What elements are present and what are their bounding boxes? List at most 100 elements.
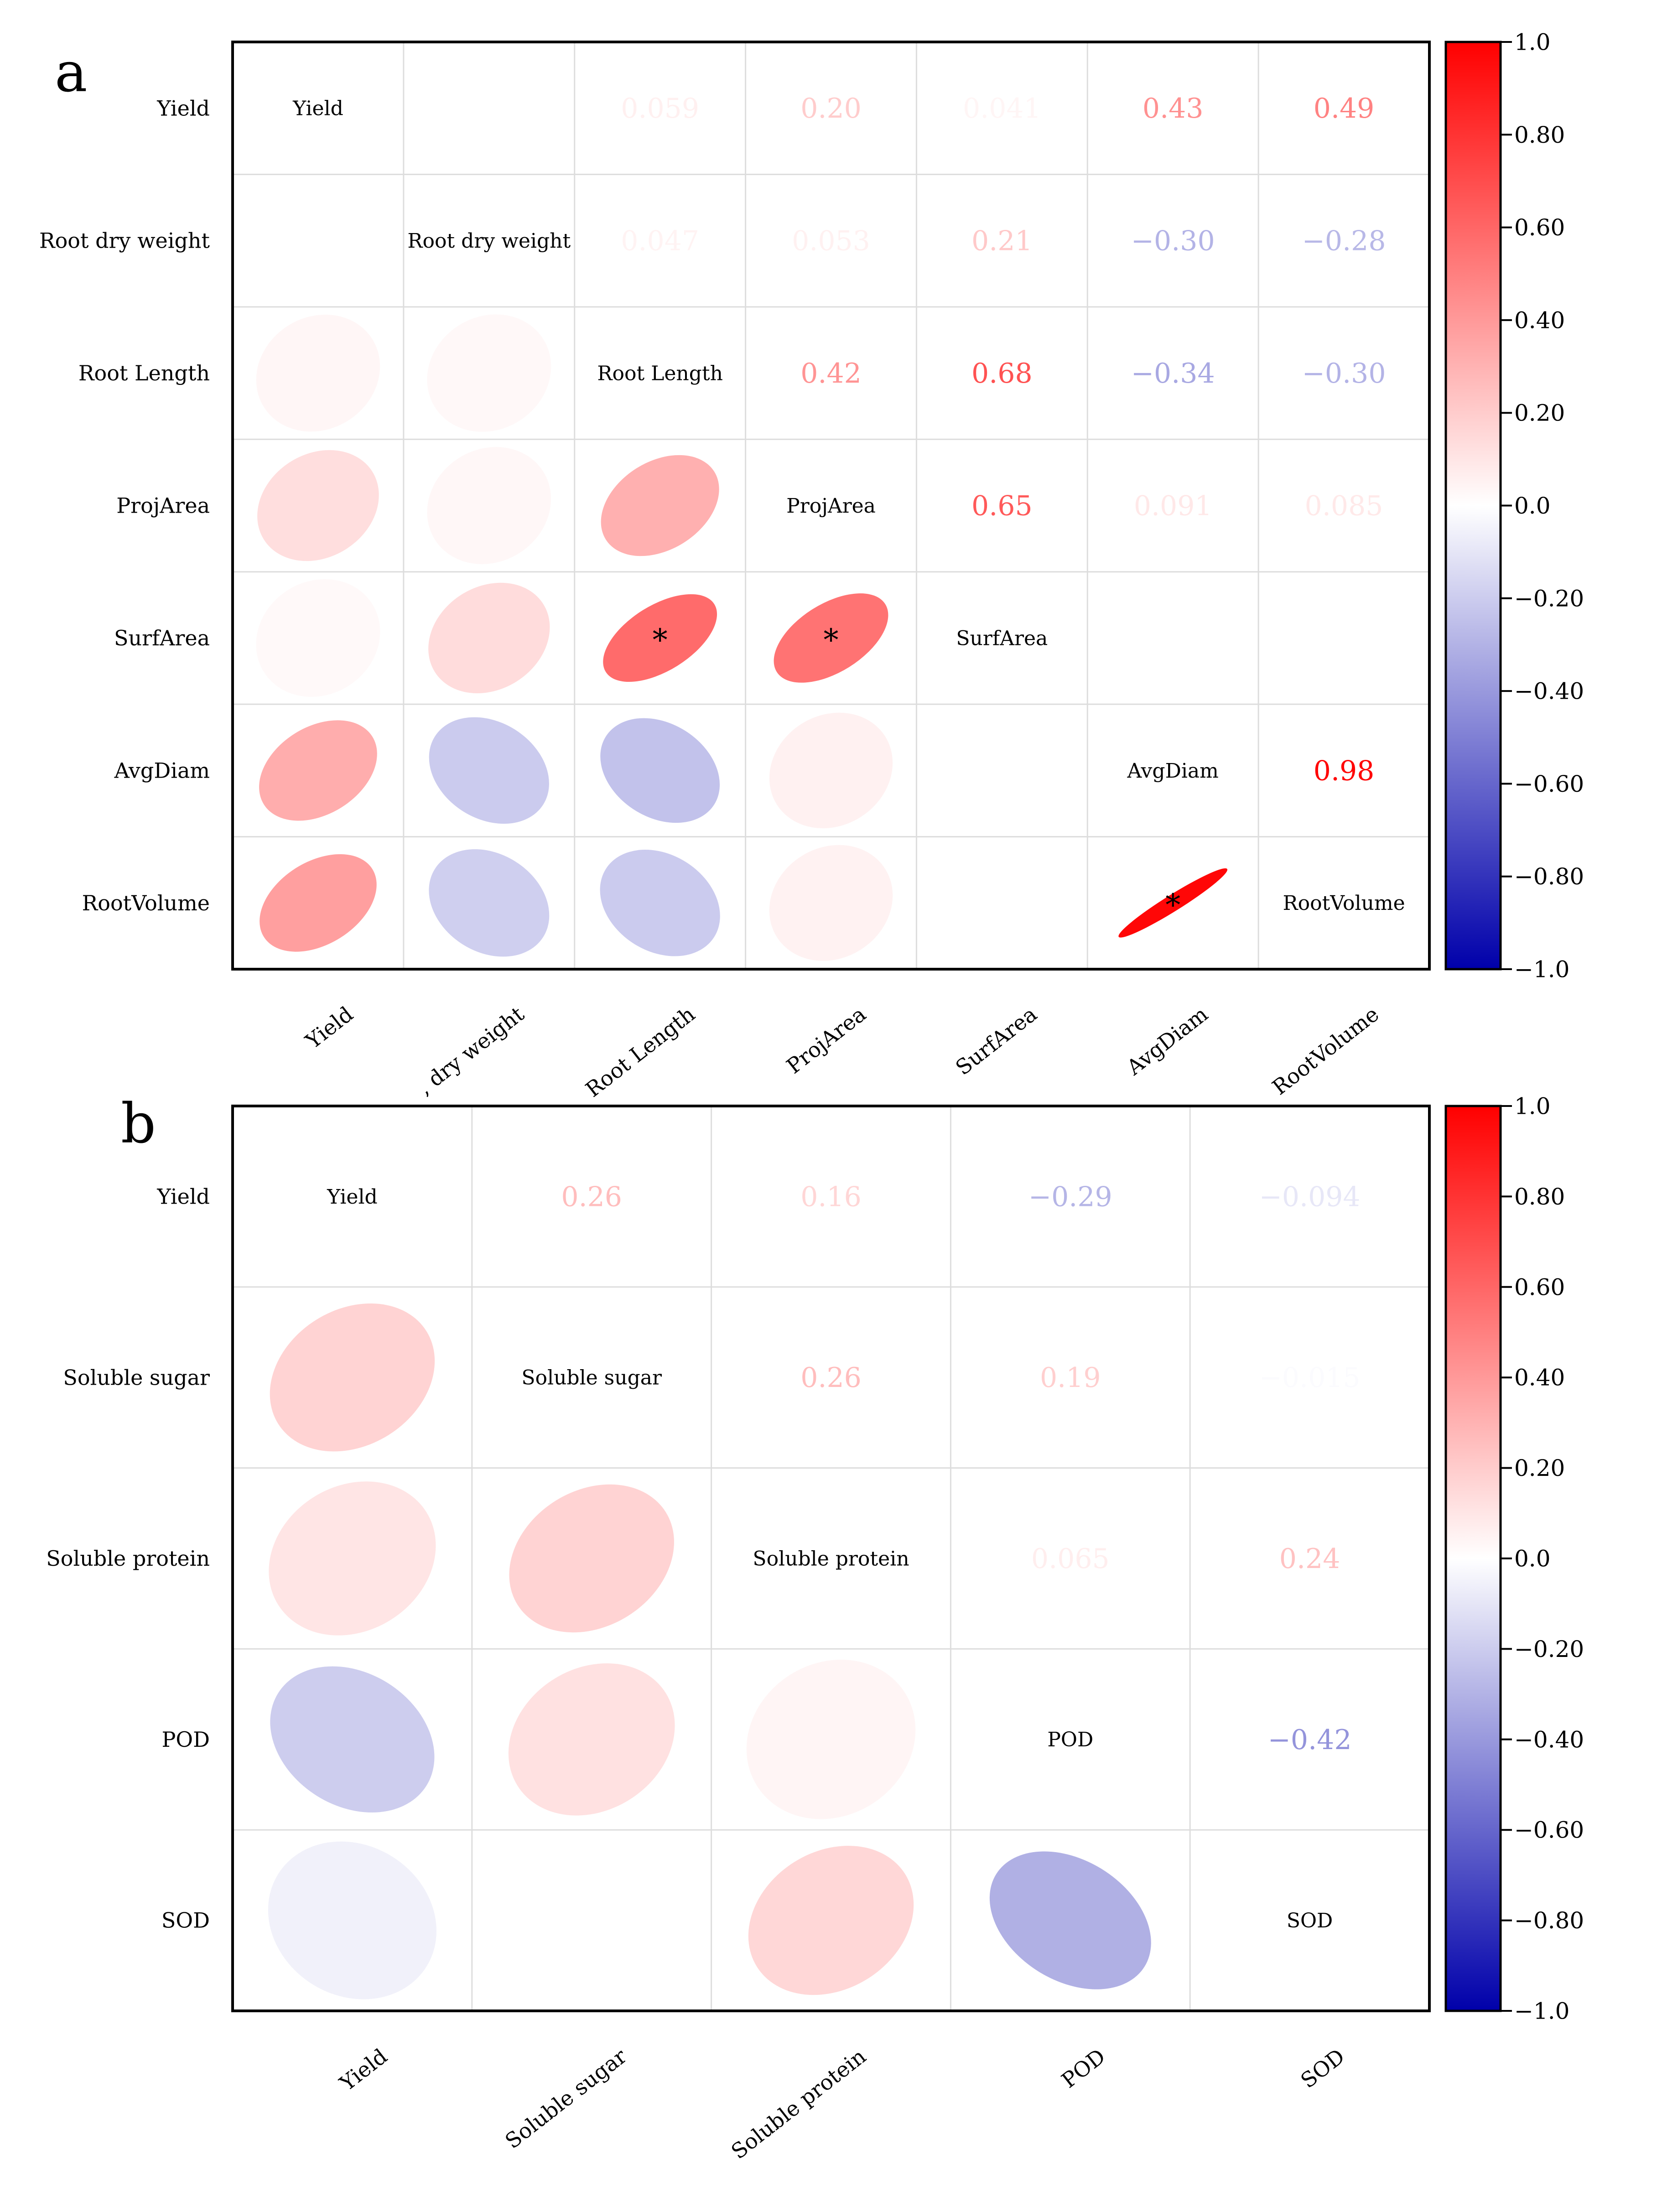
diagonal-label-surfarea: SurfArea xyxy=(956,627,1048,650)
corr-value-root-length-rootvolume: −0.30 xyxy=(1302,358,1386,389)
diagonal-label-soluble-sugar: Soluble sugar xyxy=(521,1366,662,1390)
corr-ellipse-yield-rootvolume xyxy=(260,854,377,952)
colorbar-tick-label: 1.0 xyxy=(1514,29,1551,56)
row-label-rootvolume: RootVolume xyxy=(82,891,210,915)
corr-ellipse-soluble-sugar-soluble-protein xyxy=(509,1484,674,1633)
corr-ellipse-avgdiam-rootvolume xyxy=(1118,868,1228,938)
corr-value-yield-rootvolume: 0.49 xyxy=(1314,93,1375,125)
x-tick-label-yield: Yield xyxy=(335,2044,392,2096)
panel-b-matrix: Yield 0.26 0.16 −0.29 −0.094 Soluble sugar 0.2… xyxy=(233,1106,1429,2011)
panel-b-colorbar: 1.0 0.80 0.60 0.40 0.20 0.0 −0.20 −0.40 −0.60 −0.… xyxy=(1444,1093,1584,2025)
corr-value-root-dry-weight-root-length: 0.047 xyxy=(621,225,699,257)
corr-value-root-dry-weight-surfarea: 0.21 xyxy=(971,225,1033,257)
significance-star: * xyxy=(1165,888,1180,923)
colorbar-tick-label: 0.0 xyxy=(1514,493,1551,519)
diagonal-label-root-length: Root Length xyxy=(597,362,723,385)
corr-ellipse-root-length-rootvolume xyxy=(600,850,720,956)
diagonal-label-avgdiam: AvgDiam xyxy=(1127,759,1219,783)
colorbar-tick-label: 0.20 xyxy=(1514,1455,1565,1481)
corr-ellipse-root-dry-weight-avgdiam xyxy=(429,717,549,824)
corr-value-soluble-protein-sod: 0.24 xyxy=(1279,1543,1340,1575)
colorbar-b-ticks: 1.0 0.80 0.60 0.40 0.20 0.0 −0.20 −0.40 −0.60 −0.… xyxy=(1501,1093,1584,2025)
corr-ellipse-soluble-protein-pod xyxy=(746,1660,916,1819)
corr-value-root-length-surfarea: 0.68 xyxy=(971,358,1033,389)
x-tick-label-projarea: ProjArea xyxy=(782,1002,871,1079)
diagonal-label-yield: Yield xyxy=(292,97,343,120)
colorbar-tick-label: 0.60 xyxy=(1514,214,1565,241)
corr-value-soluble-sugar-sod: −0.015 xyxy=(1259,1362,1361,1394)
colorbar-tick-label: −0.20 xyxy=(1514,585,1584,612)
colorbar-tick-label: 0.40 xyxy=(1514,1365,1565,1391)
x-tick-label-dry-weight: , dry weight xyxy=(413,1002,529,1100)
row-label-yield: Yield xyxy=(156,96,210,120)
row-label-sod: SOD xyxy=(161,1908,210,1933)
corr-value-pod-sod: −0.42 xyxy=(1268,1724,1352,1756)
row-label-surfarea: SurfArea xyxy=(114,626,210,650)
corr-ellipse-yield-projarea xyxy=(257,450,379,561)
panel-a-colorbar: 1.0 0.80 0.60 0.40 0.20 0.0 −0.20 −0.40 −0.60 −0.… xyxy=(1444,29,1584,983)
diagonal-label-root-dry-weight: Root dry weight xyxy=(407,229,571,253)
corr-value-root-length-projarea: 0.42 xyxy=(800,358,862,389)
colorbar-tick-label: 1.0 xyxy=(1514,1093,1551,1120)
colorbar-tick-label: 0.0 xyxy=(1514,1546,1551,1572)
diagonal-label-yield: Yield xyxy=(327,1185,378,1209)
row-label-root-dry-weight: Root dry weight xyxy=(39,228,210,253)
corr-value-root-dry-weight-projarea: 0.053 xyxy=(792,225,870,257)
colorbar-a-ticks: 1.0 0.80 0.60 0.40 0.20 0.0 −0.20 −0.40 −0.60 −0.… xyxy=(1501,29,1584,983)
panel-a-label: a xyxy=(55,41,88,104)
row-label-yield: Yield xyxy=(156,1184,210,1209)
panel-a: a Yield 0.059 0.20 0.041 0.43 0.49 Root dry we… xyxy=(39,29,1584,1102)
corr-value-projarea-rootvolume: 0.085 xyxy=(1305,490,1383,522)
row-label-soluble-sugar: Soluble sugar xyxy=(63,1365,210,1390)
colorbar-tick-label: 0.20 xyxy=(1514,400,1565,426)
corr-value-yield-surfarea: 0.041 xyxy=(963,93,1041,125)
corr-value-root-dry-weight-rootvolume: −0.28 xyxy=(1302,225,1386,257)
corr-value-yield-pod: −0.29 xyxy=(1028,1181,1112,1213)
corr-ellipse-soluble-sugar-pod xyxy=(508,1663,675,1816)
corr-ellipse-root-dry-weight-surfarea xyxy=(428,582,550,694)
row-label-root-length: Root Length xyxy=(78,361,210,385)
corr-value-projarea-surfarea: 0.65 xyxy=(971,490,1033,522)
colorbar-tick-label: −0.40 xyxy=(1514,1726,1584,1753)
corr-ellipse-projarea-avgdiam xyxy=(769,712,893,829)
colorbar-tick-label: −1.0 xyxy=(1514,956,1569,983)
corr-value-soluble-sugar-pod: 0.19 xyxy=(1040,1362,1101,1394)
colorbar-tick-label: −0.80 xyxy=(1514,1907,1584,1934)
significance-star: * xyxy=(824,623,839,658)
x-tick-label-pod: POD xyxy=(1057,2044,1110,2093)
row-label-projarea: ProjArea xyxy=(116,493,210,518)
x-tick-label-rootvolume: RootVolume xyxy=(1267,1002,1383,1100)
corr-value-yield-soluble-sugar: 0.26 xyxy=(561,1181,622,1213)
colorbar-b-gradient xyxy=(1444,1105,1502,2012)
corr-ellipse-root-length-surfarea xyxy=(603,594,717,682)
row-label-soluble-protein: Soluble protein xyxy=(46,1546,210,1571)
panel-a-row-labels: Yield Root dry weight Root Length ProjArea S… xyxy=(39,96,210,915)
corr-value-soluble-protein-pod: 0.065 xyxy=(1031,1543,1110,1575)
panel-b-row-labels: Yield Soluble sugar Soluble protein POD SOD xyxy=(46,1184,210,1933)
corr-value-yield-sod: −0.094 xyxy=(1259,1181,1361,1213)
colorbar-tick-label: −0.40 xyxy=(1514,678,1584,705)
corr-ellipse-root-dry-weight-root-length xyxy=(427,314,551,432)
corr-value-projarea-avgdiam: 0.091 xyxy=(1134,490,1212,522)
x-tick-label-soluble-protein: Soluble protein xyxy=(727,2044,871,2164)
colorbar-tick-label: −1.0 xyxy=(1514,1998,1569,2025)
panel-a-x-tick-labels: Yield , dry weight Root Length ProjArea Surf… xyxy=(301,1002,1383,1102)
corr-ellipse-pod-sod xyxy=(989,1851,1151,1989)
colorbar-a-gradient xyxy=(1444,41,1502,971)
diagonal-label-pod: POD xyxy=(1047,1728,1093,1751)
diagonal-label-soluble-protein: Soluble protein xyxy=(753,1547,909,1570)
panel-b: b Yield 0.26 0.16 −0.29 −0.094 Soluble sugar 0… xyxy=(46,1092,1584,2164)
significance-star: * xyxy=(653,623,668,658)
x-tick-label-soluble-sugar: Soluble sugar xyxy=(500,2044,631,2154)
corr-ellipse-projarea-surfarea xyxy=(774,593,888,683)
corr-value-yield-projarea: 0.20 xyxy=(800,93,862,125)
corr-ellipse-yield-avgdiam xyxy=(259,720,377,821)
colorbar-tick-label: 0.80 xyxy=(1514,122,1565,148)
corr-value-yield-avgdiam: 0.43 xyxy=(1143,93,1204,125)
corr-ellipse-root-length-avgdiam xyxy=(600,718,720,823)
corr-value-yield-root-length: 0.059 xyxy=(621,93,699,125)
colorbar-tick-label: 0.80 xyxy=(1514,1184,1565,1210)
colorbar-tick-label: −0.80 xyxy=(1514,863,1584,890)
corr-value-yield-soluble-protein: 0.16 xyxy=(800,1181,862,1213)
